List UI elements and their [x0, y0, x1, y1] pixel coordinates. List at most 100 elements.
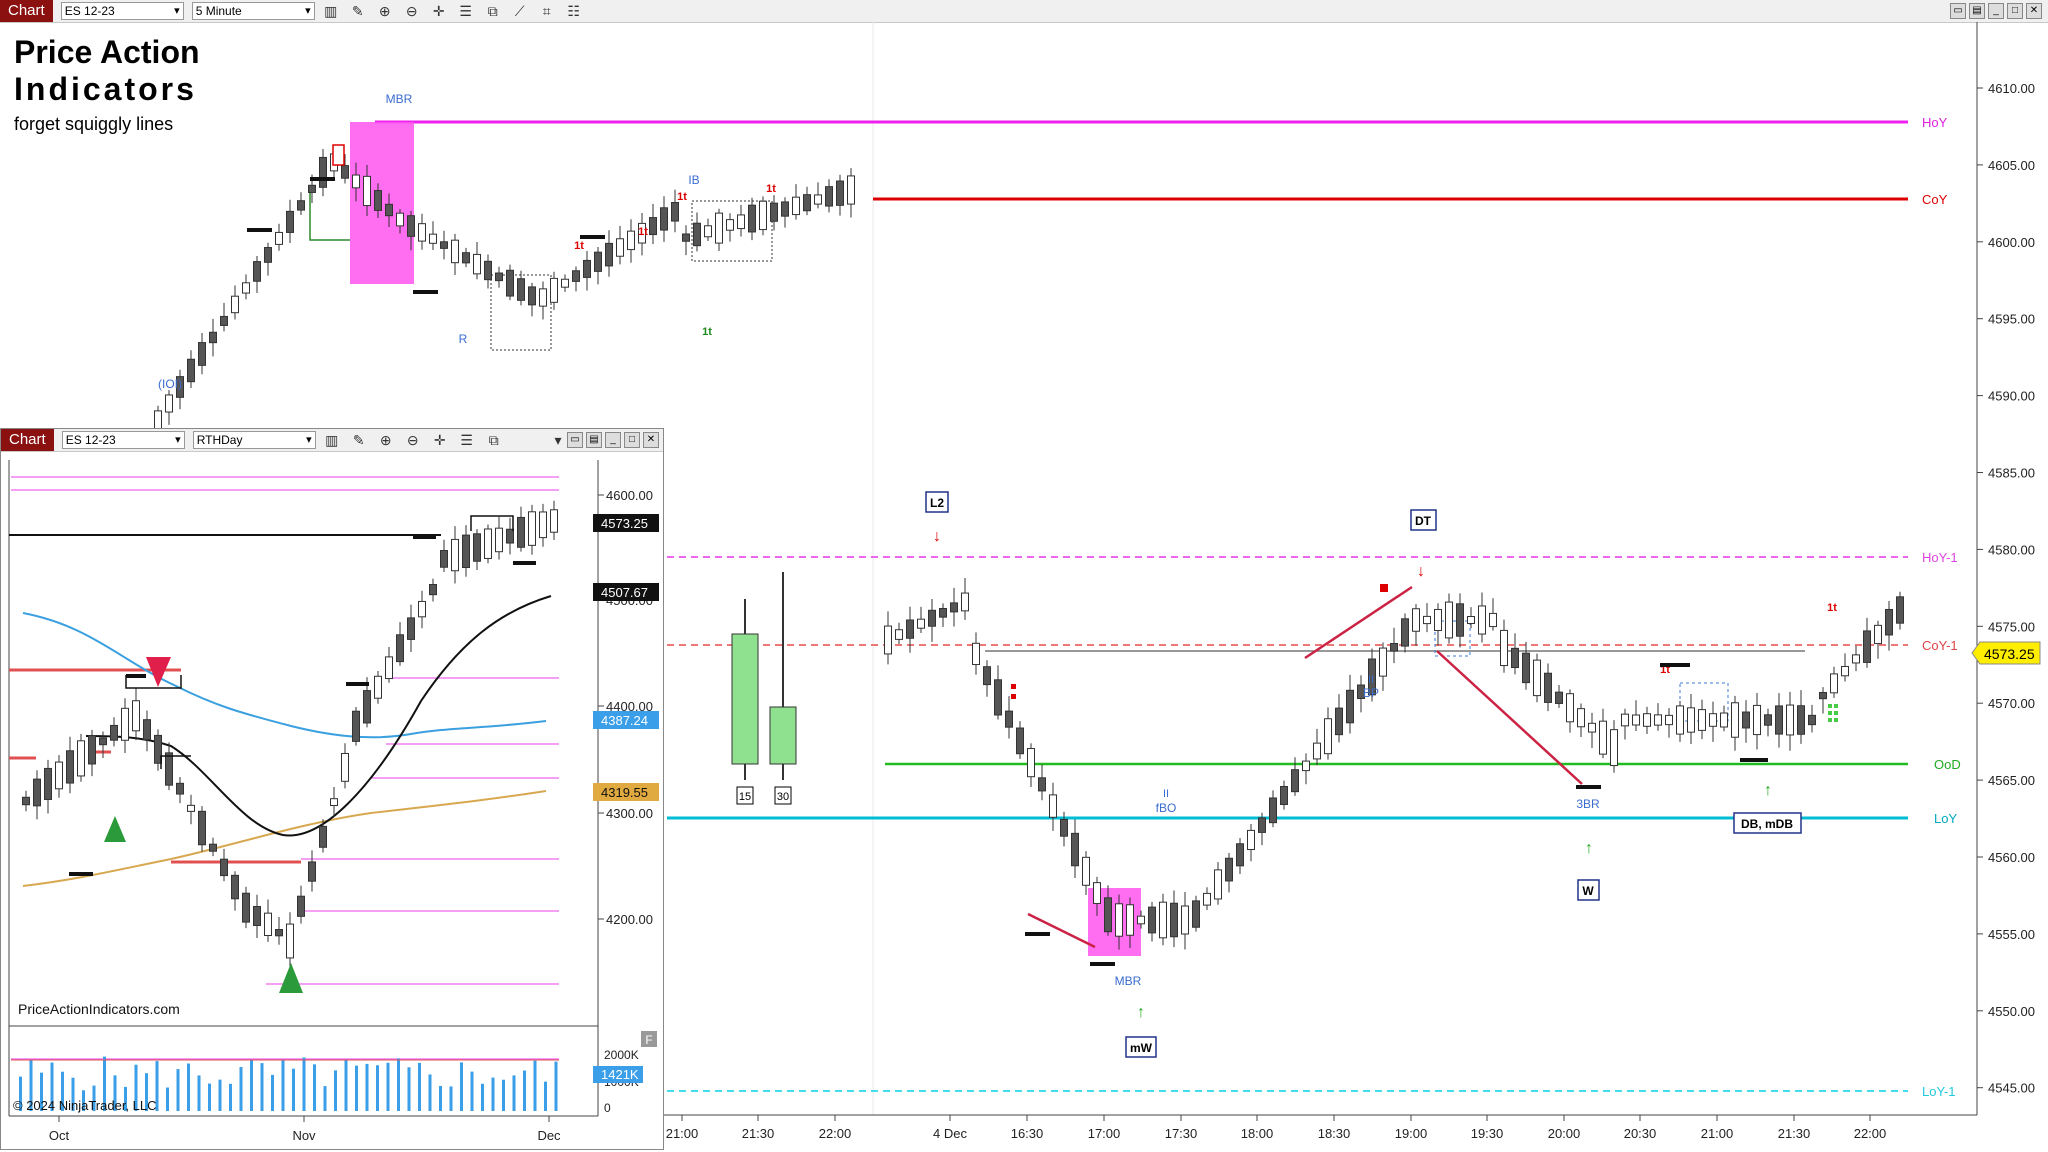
candle — [209, 331, 217, 344]
chart-tab[interactable]: Chart — [0, 0, 53, 22]
ioi-label: (IOI) — [158, 377, 182, 391]
time-tick-label: 21:30 — [742, 1126, 775, 1141]
candle — [1599, 720, 1607, 755]
period-select[interactable]: 5 Minute — [191, 2, 315, 20]
pencil-icon[interactable]: ✎ — [352, 432, 365, 448]
candle — [1500, 629, 1508, 667]
inset-chart[interactable]: 4600.004500.004400.004300.004200.002000K… — [1, 451, 663, 1149]
volume-bar — [491, 1077, 495, 1111]
price-axis: 4610.00 4605.00 4600.00 4595.00 4590.00 4585.… — [1977, 81, 2035, 1096]
mw-box — [1125, 1036, 1157, 1058]
candle — [242, 282, 250, 294]
inset-volume — [19, 1056, 558, 1111]
strategies-icon[interactable]: ⌗ — [542, 3, 551, 19]
candle — [660, 207, 668, 231]
candle — [1676, 705, 1684, 735]
close-icon[interactable]: ✕ — [643, 432, 659, 448]
close-icon[interactable]: ✕ — [2026, 3, 2042, 19]
properties-icon[interactable]: ☰ — [459, 3, 472, 19]
candle — [462, 252, 470, 264]
properties-icon[interactable]: ☰ — [460, 432, 473, 448]
inset-period-select[interactable]: RTHDay — [192, 431, 316, 449]
mbr-bottom-label: MBR — [1115, 974, 1142, 988]
candle — [715, 212, 723, 244]
candle — [1434, 608, 1442, 632]
inset-chart-tab[interactable]: Chart — [1, 429, 54, 451]
time-tick-label: 19:00 — [1395, 1126, 1428, 1141]
templates-icon[interactable]: ⧉ — [487, 3, 498, 19]
drawing-tools-icon[interactable]: ⟋ — [514, 3, 525, 19]
candle — [297, 895, 305, 917]
candle — [374, 675, 382, 699]
sell-triangle-icon — [146, 657, 171, 687]
inset-instrument-select[interactable]: ES 12-23 — [61, 431, 185, 449]
maximize-icon[interactable]: □ — [2007, 3, 2023, 19]
volume-bar — [428, 1074, 432, 1111]
volume-bar — [355, 1065, 358, 1111]
chevron-down-icon[interactable]: ▾ — [554, 432, 562, 448]
tile-icon[interactable]: ▤ — [1969, 3, 1985, 19]
candle — [638, 222, 646, 244]
templates-icon[interactable]: ⧉ — [488, 432, 499, 448]
volume-bar — [460, 1062, 463, 1111]
arrow-up-icon: ↑ — [1585, 840, 1593, 857]
candle — [385, 656, 393, 680]
tile-icon[interactable]: ▤ — [586, 432, 602, 448]
f-button[interactable]: F — [645, 1033, 652, 1047]
candle — [825, 186, 833, 207]
maximize-icon[interactable]: □ — [624, 432, 640, 448]
indicators-icon[interactable]: ☷ — [567, 3, 580, 19]
candle — [972, 642, 980, 666]
candle — [1632, 714, 1640, 726]
bars-icon[interactable]: ▥ — [325, 432, 339, 448]
volume-bar — [292, 1068, 295, 1111]
price-tick-label: 4560.00 — [1988, 850, 2035, 865]
candle — [132, 700, 140, 732]
instrument-select[interactable]: ES 12-23 — [60, 2, 184, 20]
zoom-out-icon[interactable]: ⊖ — [405, 3, 418, 19]
volume-bar — [386, 1062, 390, 1111]
volume-bar — [166, 1087, 169, 1111]
r-label: R — [459, 332, 468, 346]
candle — [451, 239, 459, 264]
volume-bar — [449, 1086, 453, 1111]
inset-gold-badge-bg — [593, 783, 659, 801]
inset-time-tick-label: Dec — [537, 1128, 561, 1143]
candle — [1346, 689, 1354, 724]
minimize-icon[interactable]: _ — [1988, 3, 2004, 19]
l2-label: L2 — [930, 496, 944, 510]
price-tick-label: 4550.00 — [1988, 1004, 2035, 1019]
candle — [209, 843, 217, 852]
inset-blue-badge-bg — [593, 711, 659, 729]
candle — [1841, 665, 1849, 677]
candle — [231, 295, 239, 314]
candle — [781, 201, 789, 217]
time-tick-label: 20:30 — [1624, 1126, 1657, 1141]
pencil-icon[interactable]: ✎ — [351, 3, 364, 19]
candle — [1357, 684, 1365, 699]
candle — [462, 534, 470, 569]
db-box — [1733, 812, 1802, 834]
zoom-out-icon[interactable]: ⊖ — [406, 432, 419, 448]
red-square-marker — [1380, 584, 1388, 592]
candle — [385, 203, 393, 217]
restore-icon[interactable]: ▭ — [1950, 3, 1966, 19]
candle — [1115, 903, 1123, 937]
bars-icon[interactable]: ▥ — [324, 3, 338, 19]
main-chart[interactable]: 4610.00 4605.00 4600.00 4595.00 4590.00 4585.… — [0, 22, 2048, 1152]
candle — [1643, 713, 1651, 727]
minimize-icon[interactable]: _ — [605, 432, 621, 448]
inset-price-badge-bg — [593, 514, 659, 532]
crosshair-icon[interactable]: ✛ — [432, 3, 445, 19]
candle — [264, 912, 272, 937]
zoom-in-icon[interactable]: ⊕ — [379, 432, 392, 448]
f-button-bg[interactable] — [641, 1031, 657, 1047]
loy1-label: LoY-1 — [1922, 1084, 1956, 1099]
zoom-in-icon[interactable]: ⊕ — [378, 3, 391, 19]
candle — [473, 253, 481, 275]
restore-icon[interactable]: ▭ — [567, 432, 583, 448]
crosshair-icon[interactable]: ✛ — [433, 432, 446, 448]
candle — [539, 288, 547, 307]
inset-bracket-3 — [160, 755, 191, 769]
candle — [994, 679, 1002, 716]
